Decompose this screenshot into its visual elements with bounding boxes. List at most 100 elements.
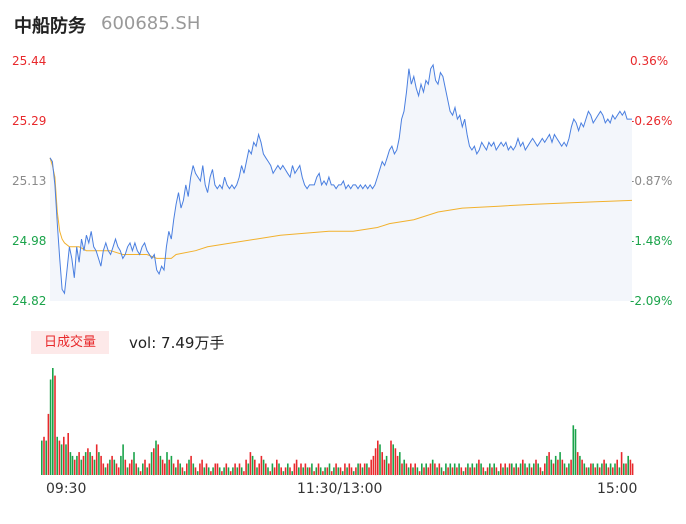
volume-bar bbox=[258, 463, 260, 475]
volume-bar bbox=[350, 467, 353, 475]
volume-bar bbox=[175, 467, 177, 475]
volume-bar bbox=[326, 467, 329, 475]
volume-bar bbox=[379, 444, 381, 475]
volume-bar bbox=[172, 463, 175, 475]
volume-bar bbox=[256, 467, 258, 475]
volume-bar bbox=[412, 467, 414, 475]
volume-bar bbox=[401, 463, 403, 475]
volume-bar bbox=[225, 463, 228, 475]
volume-bar bbox=[438, 463, 441, 475]
volume-bar bbox=[282, 471, 285, 475]
volume-bar bbox=[594, 467, 597, 475]
volume-bar bbox=[368, 467, 370, 475]
price-label-3: 25.13 bbox=[12, 174, 47, 188]
volume-bar bbox=[605, 463, 607, 475]
volume-bar bbox=[574, 429, 577, 475]
volume-bar bbox=[181, 467, 184, 475]
volume-bar bbox=[612, 467, 614, 475]
volume-bar bbox=[289, 467, 291, 475]
volume-bar bbox=[56, 436, 58, 475]
volume-bar bbox=[45, 440, 47, 475]
volume-text: vol: 7.49万手 bbox=[129, 334, 225, 352]
volume-bar bbox=[410, 463, 412, 475]
volume-bar bbox=[491, 467, 493, 475]
volume-bar bbox=[199, 463, 201, 475]
volume-bar bbox=[489, 463, 491, 475]
volume-bar bbox=[418, 471, 421, 475]
volume-bar bbox=[431, 459, 434, 475]
volume-bar bbox=[80, 459, 83, 475]
volume-bar bbox=[120, 455, 122, 475]
volume-bar bbox=[93, 459, 96, 475]
volume-bar bbox=[388, 463, 390, 475]
price-label-5: 24.82 bbox=[12, 294, 47, 308]
volume-bar bbox=[122, 444, 124, 475]
volume-bar bbox=[460, 467, 463, 475]
volume-bar bbox=[82, 455, 85, 475]
volume-bar bbox=[304, 463, 307, 475]
volume-bar bbox=[236, 467, 239, 475]
volume-bar bbox=[493, 463, 495, 475]
volume-bar bbox=[73, 459, 76, 475]
volume-bar bbox=[159, 455, 162, 475]
volume-bar bbox=[385, 455, 388, 475]
volume-bar bbox=[164, 463, 166, 475]
volume-bar bbox=[232, 467, 234, 475]
volume-bar bbox=[249, 452, 252, 475]
volume-bar bbox=[328, 463, 331, 475]
volume-bar bbox=[192, 463, 195, 475]
volume-bar bbox=[58, 440, 61, 475]
volume-bar bbox=[313, 471, 315, 475]
volume-bar bbox=[218, 467, 221, 475]
volume-bar bbox=[238, 463, 241, 475]
volume-bar bbox=[559, 452, 561, 475]
volume-bar bbox=[581, 459, 583, 475]
volume-bar bbox=[337, 467, 340, 475]
volume-bar bbox=[254, 459, 256, 475]
volume-bar bbox=[135, 463, 137, 475]
pct-label-4: -1.48% bbox=[630, 234, 673, 248]
volume-bar bbox=[535, 459, 537, 475]
volume-bar bbox=[109, 459, 111, 475]
volume-bar bbox=[137, 467, 140, 475]
volume-bar bbox=[179, 463, 181, 475]
volume-bar bbox=[629, 459, 632, 475]
volume-bar bbox=[234, 463, 236, 475]
volume-bar bbox=[458, 463, 460, 475]
volume-bar bbox=[423, 467, 425, 475]
volume-bar bbox=[207, 467, 210, 475]
volume-bar bbox=[434, 463, 436, 475]
time-label-close: 15:00 bbox=[597, 481, 638, 497]
volume-bar bbox=[260, 455, 263, 475]
volume-bar bbox=[372, 455, 375, 475]
volume-bar bbox=[366, 463, 368, 475]
volume-bar bbox=[227, 467, 230, 475]
volume-bar bbox=[427, 467, 430, 475]
volume-bar bbox=[570, 459, 572, 475]
volume-bar bbox=[278, 463, 280, 475]
volume-bar bbox=[541, 471, 544, 475]
volume-bar bbox=[133, 452, 135, 475]
price-label-2: 25.29 bbox=[12, 114, 47, 128]
volume-bar bbox=[265, 463, 267, 475]
volume-bar bbox=[421, 463, 423, 475]
volume-bar bbox=[445, 463, 447, 475]
volume-bar bbox=[554, 455, 557, 475]
volume-bar bbox=[484, 471, 487, 475]
volume-bar bbox=[346, 467, 348, 475]
volume-bar bbox=[601, 463, 603, 475]
volume-bar bbox=[568, 463, 570, 475]
volume-bar bbox=[561, 459, 564, 475]
volume-bar bbox=[262, 459, 265, 475]
volume-bar bbox=[298, 467, 300, 475]
volume-bar bbox=[319, 467, 322, 475]
volume-bar bbox=[544, 463, 546, 475]
volume-bar bbox=[451, 467, 454, 475]
volume-bar bbox=[300, 463, 302, 475]
volume-bar bbox=[306, 467, 309, 475]
volume-bar bbox=[240, 467, 243, 475]
volume-bar bbox=[84, 452, 87, 475]
volume-bar bbox=[522, 459, 524, 475]
volume-bar bbox=[405, 463, 408, 475]
